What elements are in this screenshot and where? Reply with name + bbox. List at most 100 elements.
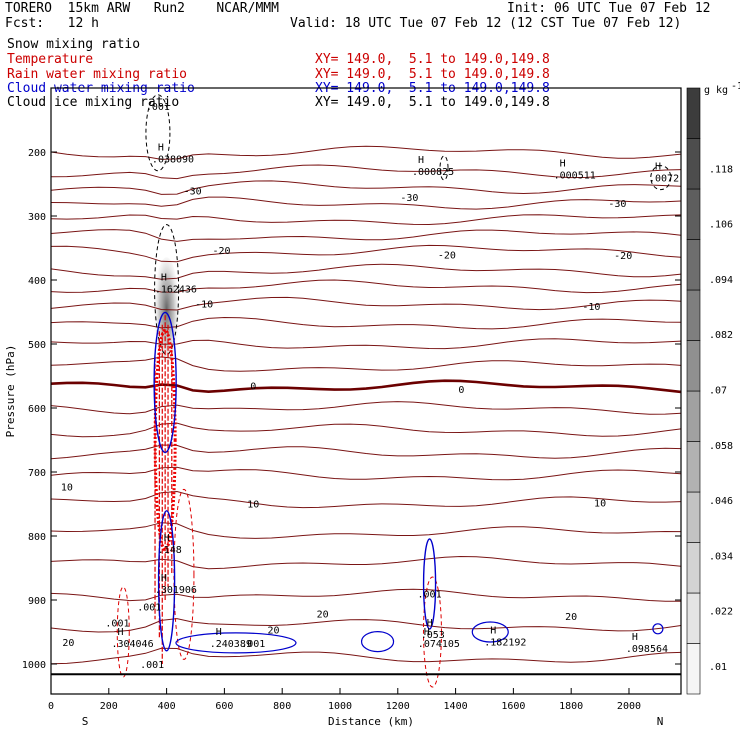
maximum-value: .240389 [210, 639, 252, 650]
maximum-marker: H [655, 162, 661, 173]
y-tick-label: 600 [28, 404, 46, 415]
maximum-value: .000511 [554, 170, 596, 181]
cloud-water-contour [157, 510, 176, 652]
colorbar-segment [686, 239, 701, 291]
isotherm-line [51, 164, 681, 180]
cloud-ice-contour [439, 155, 449, 181]
isotherm-label: -30 [400, 193, 418, 204]
colorbar-tick-label: .058 [709, 441, 733, 452]
header-valid: Valid: 18 UTC Tue 07 Feb 12 (12 CST Tue … [290, 16, 682, 31]
cloud-water-contour [471, 621, 509, 643]
colorbar-tick-label: .022 [709, 607, 733, 618]
y-tick-label: 200 [28, 148, 46, 159]
contour-value-label: .001 [140, 660, 164, 671]
colorbar-tick-label: .046 [709, 496, 733, 507]
maximum-value: .074105 [418, 639, 460, 650]
maximum-marker: H [424, 627, 430, 638]
contour-value-label: .001 [105, 618, 129, 629]
maximum-value: .000825 [412, 167, 454, 178]
isotherm-label: 10 [594, 499, 606, 510]
isotherm-label: 10 [247, 499, 259, 510]
x-tick-label: 2000 [617, 701, 641, 712]
maximum-marker: H [117, 627, 123, 638]
contour-value-label: .001 [146, 102, 170, 113]
isotherm-label: -10 [582, 302, 600, 313]
cloud-water-contour [422, 538, 437, 630]
maximum-value: .148 [158, 545, 182, 556]
x-axis-south-label: S [82, 715, 89, 728]
isotherm-label: -20 [438, 250, 456, 261]
legend-rain-xy: XY= 149.0, 5.1 to 149.0,149.8 [315, 67, 550, 82]
legend-cloudice-label: Cloud ice mixing ratio [7, 95, 180, 110]
maximum-value: .301906 [155, 585, 197, 596]
legend-snow-label: Snow mixing ratio [7, 37, 141, 52]
colorbar-segment [686, 289, 701, 341]
isotherm-line [51, 338, 681, 350]
isotherm-label: -20 [614, 251, 632, 262]
isotherm-label: 20 [317, 609, 329, 620]
x-tick-label: 1000 [328, 701, 352, 712]
cloud-ice-contour [650, 165, 672, 191]
rain-contour [116, 586, 130, 678]
maximum-value: .0072 [649, 174, 679, 185]
cloud-water-contour [652, 623, 664, 635]
isotherm-label: 20 [62, 638, 74, 649]
isotherm-label: 10 [61, 483, 73, 494]
colorbar-segment [686, 592, 701, 644]
y-tick-label: 800 [28, 532, 46, 543]
isotherm-label: -30 [608, 199, 626, 210]
maximum-value: .162436 [155, 284, 197, 295]
cloud-water-contour [153, 311, 177, 454]
maximum-marker: H [490, 626, 496, 637]
colorbar-tick-label: .034 [709, 551, 733, 562]
x-axis-title: Distance (km) [328, 715, 414, 728]
x-tick-label: 800 [273, 701, 291, 712]
colorbar-segment [686, 542, 701, 594]
maximum-value: .182192 [484, 638, 526, 649]
colorbar-tick-label: .094 [709, 275, 733, 286]
colorbar-segment [686, 491, 701, 543]
legend-rain-label: Rain water mixing ratio [7, 67, 188, 82]
plot-frame [50, 87, 682, 695]
colorbar-tick-label: .082 [709, 330, 733, 341]
y-axis-title: Pressure (hPa) [4, 345, 17, 438]
isotherm-line [51, 279, 681, 294]
legend-cloudice-xy: XY= 149.0, 5.1 to 149.0,149.8 [315, 95, 550, 110]
maximum-marker: H [164, 533, 170, 544]
isotherm-line [51, 422, 681, 438]
isotherm-label: 20 [267, 625, 279, 636]
legend-temperature-xy: XY= 149.0, 5.1 to 149.0,149.8 [315, 52, 550, 67]
header-fcst: Fcst: 12 h [5, 16, 99, 31]
rain-core-contour [153, 328, 177, 552]
header-init: Init: 06 UTC Tue 07 Feb 12 [507, 1, 711, 16]
colorbar-segment [686, 643, 701, 695]
maximum-value: .098564 [626, 644, 668, 655]
maximum-marker: H [632, 632, 638, 643]
colorbar-unit-label: g kg [704, 85, 728, 96]
isotherm-line [51, 180, 681, 195]
isotherm-line [51, 555, 681, 570]
maximum-marker: H [418, 155, 424, 166]
plot-contents: -30 -30 -30 -20 -20 -20 -10 -10 0 0 10 10 10 20 20 20 20… [51, 94, 681, 688]
maximum-marker: H [216, 627, 222, 638]
rain-contour [422, 576, 442, 688]
isotherm-line [51, 263, 681, 280]
cloud-ice-contour [145, 94, 171, 172]
isotherm-line [51, 401, 681, 415]
isotherm-line [51, 490, 681, 509]
isotherm-label: 0 [458, 385, 464, 396]
isotherm-line [51, 296, 681, 311]
colorbar-tick-label: .01 [709, 662, 727, 673]
y-tick-label: 1000 [22, 660, 46, 671]
x-tick-label: 1200 [386, 701, 410, 712]
maximum-marker: H [427, 618, 433, 629]
isotherm-line [51, 466, 681, 481]
isotherm-label: -20 [212, 246, 230, 257]
contour-value-label: .001 [418, 590, 442, 601]
maximum-marker: H [161, 272, 167, 283]
colorbar-tick-label: .118 [709, 164, 733, 175]
y-tick-label: 500 [28, 340, 46, 351]
isotherm-line [51, 214, 681, 226]
y-tick-label: 700 [28, 468, 46, 479]
